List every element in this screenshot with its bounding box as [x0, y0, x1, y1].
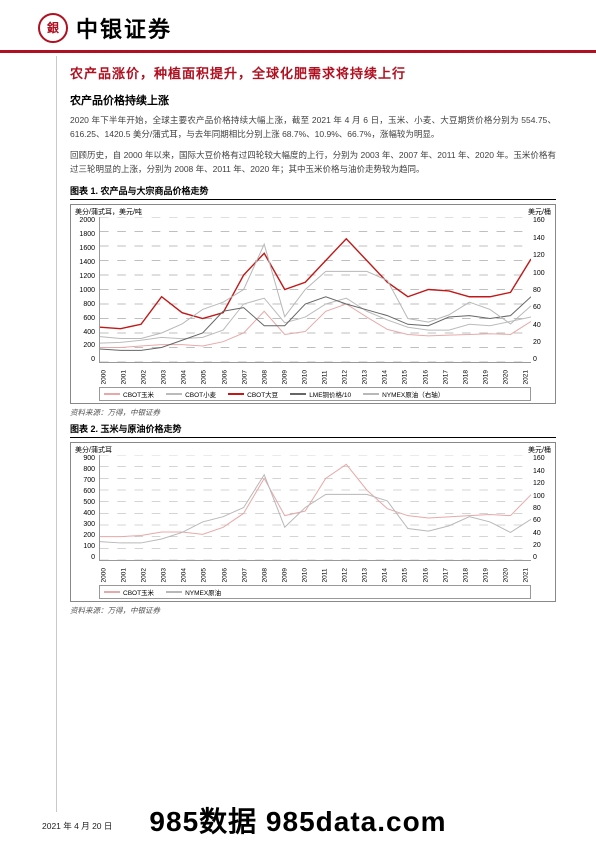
chart1-title: 图表 1. 农产品与大宗商品价格走势: [70, 184, 556, 200]
chart2-plot: [99, 455, 531, 561]
watermark: 985数据 985data.com: [149, 800, 446, 840]
chart2-title: 图表 2. 玉米与原油价格走势: [70, 422, 556, 438]
brand-logo: 銀: [38, 13, 68, 43]
paragraph-2: 回顾历史，自 2000 年以来，国际大豆价格有过四轮较大幅度的上行，分别为 20…: [70, 149, 556, 176]
brand-name: 中银证券: [76, 12, 172, 44]
chart2-ylabel-left: 美分/蒲式耳: [75, 445, 112, 455]
chart2-xticks: 2000200120022003200420052006200720082009…: [99, 574, 531, 581]
chart1-ylabel-left: 美分/蒲式耳，美元/吨: [75, 207, 142, 217]
chart2-svg: [100, 455, 531, 560]
chart2: 美分/蒲式耳 美元/桶 9008007006005004003002001000…: [70, 442, 556, 602]
paragraph-1: 2020 年下半年开始，全球主要农产品价格持续大幅上涨，截至 2021 年 4 …: [70, 114, 556, 141]
report-body: 农产品涨价，种植面积提升，全球化肥需求将持续上行 农产品价格持续上涨 2020 …: [0, 53, 596, 616]
footer-date: 2021 年 4 月 20 日: [42, 820, 112, 832]
chart2-yticks-left: 9008007006005004003002001000: [73, 455, 95, 561]
brand-logo-glyph: 銀: [47, 22, 59, 34]
chart2-legend: CBOT玉米NYMEX原油: [99, 585, 531, 599]
chart1-source: 资料来源：万得，中银证券: [70, 407, 556, 418]
section-heading: 农产品价格持续上涨: [70, 92, 556, 108]
page-header: 銀 中银证券: [0, 0, 596, 53]
chart1-plot: [99, 217, 531, 363]
chart1-yticks-right: 160140120100806040200: [533, 217, 553, 363]
left-margin-rule: [56, 56, 57, 812]
report-title: 农产品涨价，种植面积提升，全球化肥需求将持续上行: [70, 63, 556, 82]
chart1-svg: [100, 217, 531, 362]
chart2-source: 资料来源：万得，中银证券: [70, 605, 556, 616]
chart1-ylabel-right: 美元/桶: [528, 207, 551, 217]
chart1-xticks: 2000200120022003200420052006200720082009…: [99, 376, 531, 383]
chart2-ylabel-right: 美元/桶: [528, 445, 551, 455]
chart1-legend: CBOT玉米CBOT小麦CBOT大豆LME铜价格/10NYMEX原油（右轴）: [99, 387, 531, 401]
chart1-yticks-left: 2000180016001400120010008006004002000: [73, 217, 95, 363]
chart1: 美分/蒲式耳，美元/吨 美元/桶 20001800160014001200100…: [70, 204, 556, 404]
chart2-yticks-right: 160140120100806040200: [533, 455, 553, 561]
